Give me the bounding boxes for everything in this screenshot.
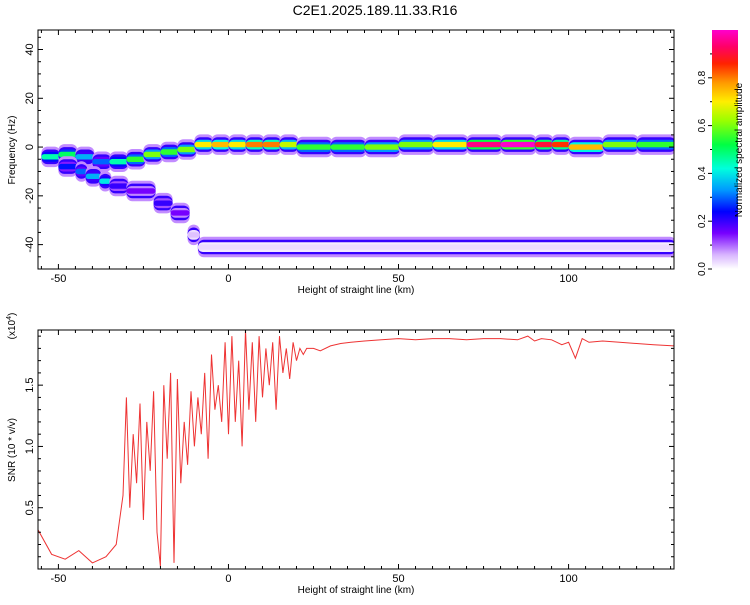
colorbar-gradient	[712, 30, 738, 269]
ridge-cell-23-3	[551, 141, 571, 148]
snr-marks	[38, 330, 674, 567]
ridge-cell-19-3	[432, 141, 469, 148]
spectrogram-ytick-label: 0	[24, 144, 36, 150]
spectrogram-ytick-label: -20	[24, 188, 36, 204]
branch-cell-6-3	[153, 200, 173, 206]
ridge-cell-7-3	[160, 149, 180, 155]
ridge-cell-15-3	[296, 144, 333, 150]
ridge-cell-27-3	[674, 142, 680, 147]
branch-cell-4-3	[109, 183, 129, 189]
ridge-cell-27-2	[674, 140, 680, 150]
ridge-cell-26-3	[636, 141, 674, 148]
spectrogram-ticks: -50 0 50 100 -40 -20 0 20 40	[24, 30, 674, 285]
branch-cell-2-3	[85, 173, 102, 179]
snr-ytick-label: 1.5	[24, 378, 36, 393]
ridge-cell-17-3	[364, 144, 401, 150]
ridge-cell-3-3	[92, 159, 112, 165]
spectrogram-xtick-label: 0	[225, 273, 231, 285]
svg-text:(x104): (x104)	[6, 313, 18, 340]
branch-cell-5-3	[126, 188, 156, 194]
ridge-cell-6-3	[143, 151, 163, 158]
colorbar-ticks: 0.0 0.2 0.4 0.6 0.8	[697, 53, 712, 276]
snr-frame	[37, 329, 675, 570]
ridge-cell-27-0	[674, 134, 680, 155]
figure-title: C2E1.2025.189.11.33.R16	[293, 2, 458, 18]
ridge-cell-0-3	[41, 154, 61, 160]
ridge-cell-5-3	[126, 156, 146, 162]
spectrogram-xtick-label: -50	[50, 273, 66, 285]
ridge-cell-8-3	[177, 146, 197, 153]
snr-xlabel: Height of straight line (km)	[298, 585, 415, 596]
colorbar-tick-label: 0.4	[697, 166, 708, 180]
ridge-cell-9-3	[194, 141, 214, 148]
colorbar: 0.0 0.2 0.4 0.6 0.8 Normalized spectral ampl…	[697, 30, 745, 276]
snr-xtick-label: 50	[392, 573, 404, 585]
snr-ticks: -50 0 50 100 0.5 1.0 1.5	[24, 330, 674, 585]
ridge-cell-21-3	[500, 141, 537, 148]
ridge-cell-24-3	[568, 144, 605, 150]
spectrogram-ytick-label: 20	[24, 92, 36, 104]
ridge-cell-10-3	[211, 141, 231, 148]
snr-series-line-0	[38, 330, 674, 567]
spectrogram-ytick-label: 40	[24, 43, 36, 55]
snr-ytick-label: 0.5	[24, 500, 36, 515]
ridge-cell-20-3	[466, 141, 503, 148]
branch-cell-0-3	[58, 163, 78, 170]
ridge-cell-16-3	[330, 144, 367, 150]
snr-xtick-label: 100	[559, 573, 577, 585]
ridge-cell-14-3	[279, 141, 299, 148]
snr-xtick-label: 0	[225, 573, 231, 585]
snr-ytick-label: 1.0	[24, 439, 36, 454]
ridge-cell-27-1	[674, 137, 680, 152]
ridge-cell-1-3	[58, 151, 78, 158]
colorbar-tick-label: 0.2	[697, 214, 708, 228]
branch-cell-7-3	[170, 210, 190, 216]
colorbar-label: Normalized spectral amplitude	[734, 82, 745, 217]
snr-yscale-exp: 4	[6, 316, 13, 320]
colorbar-tick-label: 0.0	[697, 262, 708, 276]
spectrogram-xtick-label: 100	[559, 273, 577, 285]
ridge-cell-25-3	[602, 141, 639, 148]
ridge-cell-11-3	[228, 141, 248, 148]
snr-yscale-close: )	[7, 313, 18, 316]
ridge-cell-2-3	[75, 154, 95, 160]
spectrogram-frame	[37, 29, 675, 270]
spectrogram-panel: -50 0 50 100 -40 -20 0 20 40 Height of straight …	[7, 29, 680, 296]
ridge-cell-12-3	[245, 141, 265, 148]
snr-xtick-label: -50	[50, 573, 66, 585]
ridge-cell-18-3	[398, 141, 435, 148]
spectrogram-xtick-label: 50	[392, 273, 404, 285]
colorbar-tick-label: 0.6	[697, 118, 708, 132]
branch-cell-1-3	[75, 168, 88, 175]
snr-yscale: (x104)	[6, 313, 18, 340]
ridge-cell-22-3	[534, 141, 554, 148]
colorbar-tick-label: 0.8	[697, 70, 708, 84]
snr-ylabel: SNR (10 * v/v)	[7, 418, 18, 482]
ridge-cell-13-3	[262, 141, 282, 148]
branch-cell-9-3	[197, 244, 674, 250]
snr-panel: -50 0 50 100 0.5 1.0 1.5 Height of straight li…	[6, 313, 675, 596]
spectrogram-ytick-label: -40	[24, 237, 36, 253]
snr-yscale-prefix: (x10	[7, 319, 18, 339]
branch-cell-8-3	[187, 232, 200, 238]
spectrogram-xlabel: Height of straight line (km)	[298, 285, 415, 296]
spectrogram-marks	[41, 134, 680, 258]
ridge-cell-4-3	[109, 159, 129, 165]
spectrogram-ylabel: Frequency (Hz)	[7, 116, 18, 185]
branch-cell-3-3	[99, 178, 112, 184]
